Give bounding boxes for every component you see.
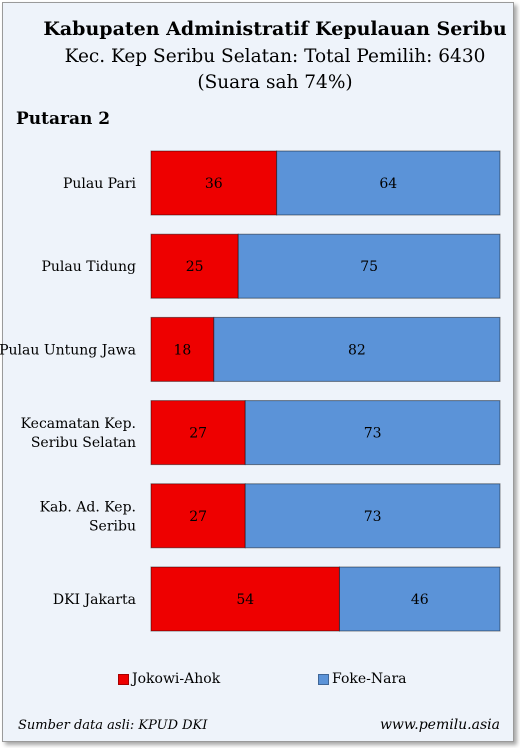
source-note: Sumber data asli: KPUD DKI bbox=[18, 718, 208, 733]
legend-label-jokowi: Jokowi-Ahok bbox=[132, 671, 221, 687]
category-label-2: Pulau Untung Jawa bbox=[0, 342, 136, 358]
category-label-0: Pulau Pari bbox=[63, 176, 137, 192]
category-label-4-line1: Seribu bbox=[89, 518, 136, 534]
data-label-jokowi-3: 27 bbox=[189, 426, 207, 442]
category-label-3-line1: Seribu Selatan bbox=[31, 435, 136, 451]
chart-subtitle-valid-votes: (Suara sah 74%) bbox=[197, 72, 353, 93]
data-label-foke-3: 73 bbox=[364, 426, 382, 442]
chart-subtitle: Kec. Kep Seribu Selatan: Total Pemilih: … bbox=[64, 46, 486, 67]
bar-foke-4 bbox=[244, 483, 501, 549]
category-label-5: DKI Jakarta bbox=[53, 592, 136, 608]
legend-item-foke: Foke-Nara bbox=[318, 671, 407, 687]
bar-foke-2 bbox=[213, 316, 501, 382]
legend-swatch-foke bbox=[318, 673, 329, 685]
legend-label-foke: Foke-Nara bbox=[332, 671, 407, 687]
bar-jokowi-2 bbox=[150, 316, 215, 382]
category-label-4-line0: Kab. Ad. Kep. bbox=[40, 499, 136, 515]
bar-foke-5 bbox=[338, 566, 501, 632]
chart-title: Kabupaten Administratif Kepulauan Seribu bbox=[43, 18, 507, 40]
data-label-jokowi-2: 18 bbox=[173, 342, 191, 358]
legend-item-jokowi: Jokowi-Ahok bbox=[118, 671, 220, 687]
bar-foke-0 bbox=[276, 150, 501, 216]
data-label-foke-4: 73 bbox=[364, 509, 382, 525]
bar-jokowi-0 bbox=[150, 150, 278, 216]
data-label-jokowi-1: 25 bbox=[186, 259, 204, 275]
bar-foke-3 bbox=[244, 400, 501, 466]
category-label-3-line0: Kecamatan Kep. bbox=[21, 416, 136, 432]
data-label-jokowi-4: 27 bbox=[189, 509, 207, 525]
round-label: Putaran 2 bbox=[16, 109, 111, 129]
bar-jokowi-5 bbox=[150, 566, 340, 632]
legend-swatch-jokowi bbox=[118, 673, 129, 685]
bar-jokowi-1 bbox=[150, 233, 239, 299]
data-label-jokowi-5: 54 bbox=[236, 592, 254, 608]
category-label-1: Pulau Tidung bbox=[42, 259, 137, 275]
bar-foke-1 bbox=[237, 233, 501, 299]
data-label-jokowi-0: 36 bbox=[205, 176, 223, 192]
data-label-foke-2: 82 bbox=[348, 342, 366, 358]
bar-jokowi-4 bbox=[150, 483, 246, 549]
bar-jokowi-3 bbox=[150, 400, 246, 466]
site-url: www.pemilu.asia bbox=[379, 717, 500, 733]
data-label-foke-0: 64 bbox=[379, 176, 397, 192]
data-label-foke-5: 46 bbox=[411, 592, 429, 608]
data-label-foke-1: 75 bbox=[360, 259, 378, 275]
